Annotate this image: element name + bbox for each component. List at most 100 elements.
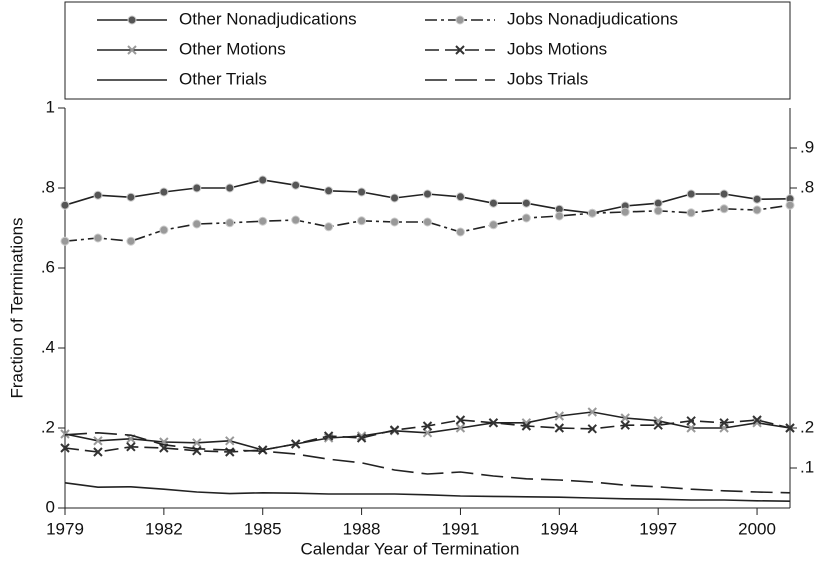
- marker: [93, 447, 103, 457]
- marker: [225, 183, 235, 193]
- marker: [126, 192, 136, 202]
- marker: [752, 415, 762, 425]
- marker: [258, 445, 268, 455]
- marker: [356, 433, 367, 443]
- marker: [291, 215, 301, 225]
- marker: [93, 190, 103, 200]
- legend-label: Other Trials: [179, 69, 267, 88]
- marker: [422, 428, 433, 438]
- marker: [93, 233, 103, 243]
- marker: [60, 200, 70, 210]
- marker: [192, 183, 202, 193]
- marker: [192, 438, 202, 448]
- marker: [620, 420, 630, 430]
- y-tick-label: 1: [46, 97, 55, 116]
- x-tick-label: 2000: [738, 519, 776, 538]
- marker: [291, 180, 301, 190]
- marker: [653, 420, 663, 430]
- marker: [554, 211, 564, 221]
- marker: [290, 439, 301, 449]
- marker: [653, 198, 663, 208]
- marker: [785, 200, 795, 210]
- marker: [126, 236, 136, 246]
- marker: [719, 204, 729, 214]
- marker: [752, 194, 762, 204]
- marker: [488, 220, 498, 230]
- marker: [785, 423, 795, 433]
- legend-marker: [127, 15, 137, 25]
- y2-tick-label: .8: [800, 177, 814, 196]
- marker: [323, 431, 334, 441]
- legend-marker: [127, 45, 137, 55]
- x-tick-label: 1997: [639, 519, 677, 538]
- marker: [258, 175, 268, 185]
- marker: [159, 187, 169, 197]
- x-tick-label: 1988: [343, 519, 381, 538]
- marker: [159, 225, 169, 235]
- marker: [455, 415, 466, 425]
- marker: [521, 213, 531, 223]
- marker: [686, 208, 696, 218]
- marker: [324, 186, 334, 196]
- legend-label: Other Motions: [179, 39, 286, 58]
- x-tick-label: 1994: [540, 519, 578, 538]
- marker: [488, 418, 499, 428]
- y2-tick-label: .1: [800, 457, 814, 476]
- y-tick-label: .8: [41, 177, 55, 196]
- marker: [389, 425, 400, 435]
- marker: [554, 423, 565, 433]
- marker: [752, 205, 762, 215]
- marker: [258, 216, 268, 226]
- marker: [554, 411, 565, 421]
- legend-label: Jobs Trials: [507, 69, 588, 88]
- marker: [93, 436, 103, 446]
- marker: [60, 236, 70, 246]
- marker: [455, 423, 466, 433]
- marker: [356, 431, 367, 441]
- marker: [686, 423, 696, 433]
- marker: [620, 413, 630, 423]
- series-line: [64, 482, 791, 502]
- marker: [686, 189, 696, 199]
- legend-marker: [455, 15, 465, 25]
- marker: [324, 222, 334, 232]
- marker: [719, 189, 729, 199]
- marker: [225, 436, 235, 446]
- legend-box: [64, 1, 791, 100]
- marker: [357, 216, 367, 226]
- y-axis-label: Fraction of Terminations: [7, 217, 26, 398]
- marker: [192, 219, 202, 229]
- x-axis-label: Calendar Year of Termination: [301, 539, 520, 558]
- marker: [357, 187, 367, 197]
- marker: [719, 418, 729, 428]
- marker: [587, 424, 597, 434]
- marker: [521, 421, 532, 431]
- marker: [323, 433, 334, 443]
- marker: [587, 407, 597, 417]
- marker: [620, 207, 630, 217]
- y2-tick-label: .9: [800, 137, 814, 156]
- legend-label: Jobs Nonadjudications: [507, 9, 678, 28]
- series-line: [64, 204, 791, 243]
- legend-marker: [455, 45, 465, 55]
- marker: [455, 227, 465, 237]
- marker: [423, 217, 432, 227]
- marker: [126, 442, 136, 452]
- marker: [455, 192, 465, 202]
- series-line: [64, 411, 791, 451]
- y2-tick-label: .2: [800, 417, 814, 436]
- y-tick-label: .6: [41, 257, 55, 276]
- legend-label: Other Nonadjudications: [179, 9, 357, 28]
- marker: [686, 416, 696, 426]
- marker: [390, 193, 400, 203]
- marker: [60, 443, 70, 453]
- y-tick-label: .4: [41, 337, 55, 356]
- y-tick-label: 0: [46, 497, 55, 516]
- marker: [521, 198, 531, 208]
- legend-label: Jobs Motions: [507, 39, 607, 58]
- x-tick-label: 1982: [145, 519, 183, 538]
- x-tick-label: 1979: [46, 519, 84, 538]
- series-line: [64, 431, 791, 494]
- marker: [423, 189, 432, 199]
